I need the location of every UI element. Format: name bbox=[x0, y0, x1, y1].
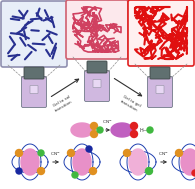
FancyBboxPatch shape bbox=[128, 0, 194, 66]
Polygon shape bbox=[73, 149, 91, 175]
FancyBboxPatch shape bbox=[150, 67, 170, 79]
Circle shape bbox=[176, 149, 183, 156]
Circle shape bbox=[97, 127, 103, 133]
Polygon shape bbox=[111, 123, 133, 137]
FancyBboxPatch shape bbox=[24, 67, 44, 79]
Circle shape bbox=[86, 146, 92, 152]
Text: CN$^-$: CN$^-$ bbox=[50, 150, 62, 157]
Circle shape bbox=[90, 130, 98, 138]
Circle shape bbox=[15, 149, 22, 156]
Polygon shape bbox=[181, 149, 195, 175]
Circle shape bbox=[145, 167, 152, 174]
Circle shape bbox=[37, 167, 44, 174]
Text: Gel to gel
transition: Gel to gel transition bbox=[119, 95, 141, 113]
Text: Gel to sol
transition: Gel to sol transition bbox=[52, 95, 74, 112]
Circle shape bbox=[90, 122, 98, 129]
FancyBboxPatch shape bbox=[1, 1, 67, 67]
Circle shape bbox=[72, 172, 78, 178]
FancyBboxPatch shape bbox=[156, 85, 164, 94]
Polygon shape bbox=[71, 123, 93, 137]
Circle shape bbox=[16, 168, 22, 174]
FancyBboxPatch shape bbox=[30, 85, 38, 94]
Circle shape bbox=[147, 127, 153, 133]
Circle shape bbox=[130, 122, 137, 129]
FancyBboxPatch shape bbox=[147, 77, 173, 108]
FancyBboxPatch shape bbox=[93, 80, 101, 88]
Text: CN$^-$: CN$^-$ bbox=[102, 118, 114, 125]
Text: H—: H— bbox=[140, 129, 149, 133]
Circle shape bbox=[192, 170, 195, 176]
Polygon shape bbox=[129, 149, 147, 175]
Circle shape bbox=[123, 149, 130, 156]
FancyBboxPatch shape bbox=[66, 0, 128, 59]
FancyBboxPatch shape bbox=[84, 70, 110, 101]
FancyBboxPatch shape bbox=[21, 77, 46, 108]
Polygon shape bbox=[21, 149, 39, 175]
Circle shape bbox=[38, 150, 44, 156]
Text: CN$^-$: CN$^-$ bbox=[158, 150, 170, 157]
Circle shape bbox=[130, 130, 137, 138]
FancyBboxPatch shape bbox=[87, 61, 107, 73]
Circle shape bbox=[90, 167, 97, 174]
Circle shape bbox=[67, 149, 74, 156]
